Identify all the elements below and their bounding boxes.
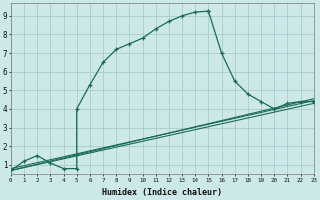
X-axis label: Humidex (Indice chaleur): Humidex (Indice chaleur)	[102, 188, 222, 197]
